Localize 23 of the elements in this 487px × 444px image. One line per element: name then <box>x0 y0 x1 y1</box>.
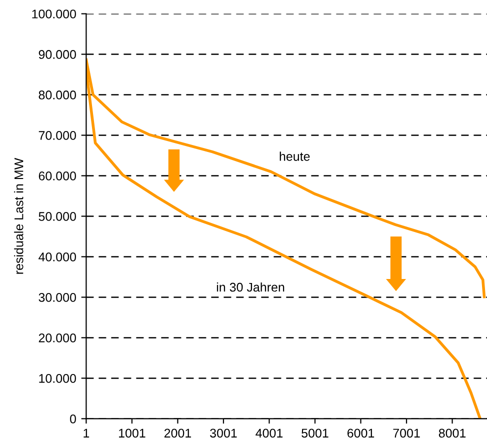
y-tick-label: 50.000 <box>38 212 76 221</box>
y-tick-label: 80.000 <box>38 90 76 100</box>
y-tick-label: 10.000 <box>39 374 76 383</box>
x-tick-label: 4001 <box>256 428 283 438</box>
y-tick-label: 100.000 <box>32 10 76 18</box>
y-tick-label: 20.000 <box>38 334 76 342</box>
y-tick-label: 70.000 <box>38 131 76 140</box>
series-label: heute <box>280 152 310 161</box>
y-tick-label: 30.000 <box>38 293 76 302</box>
x-tick-label: 1 <box>84 428 90 438</box>
series-label: in 30 Jahren <box>216 282 284 292</box>
x-tick-label: 8001 <box>438 428 466 438</box>
x-tick-label: 7001 <box>393 428 420 438</box>
y-tick-label: 40.000 <box>38 252 76 262</box>
y-tick-label: 90.000 <box>38 50 76 59</box>
x-tick-label: 5001 <box>302 428 328 438</box>
x-tick-label: 2001 <box>164 428 192 438</box>
x-tick-label: 3001 <box>210 428 237 438</box>
y-tick-label: 0 <box>70 414 76 424</box>
x-tick-label: 6001 <box>347 428 374 438</box>
x-tick-label: 1001 <box>119 428 146 438</box>
y-tick-label: 60.000 <box>38 172 76 180</box>
y-axis-title: residuale Last in MW <box>14 158 24 274</box>
